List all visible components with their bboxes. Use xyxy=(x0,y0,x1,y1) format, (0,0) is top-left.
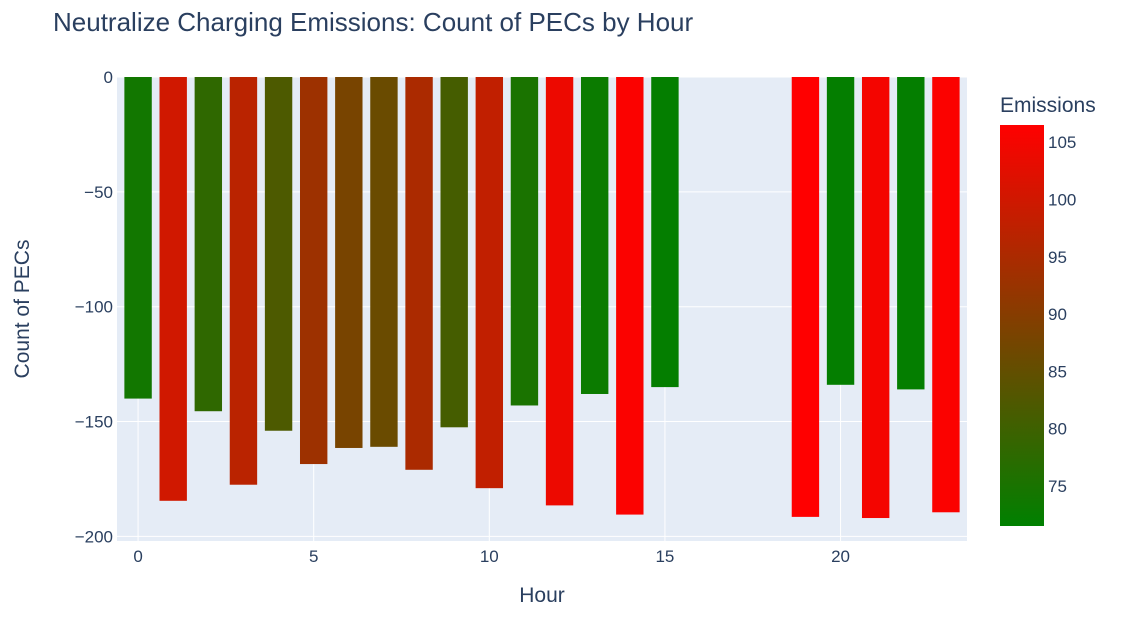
x-tick-label: 0 xyxy=(133,547,142,566)
y-axis-title: Count of PECs xyxy=(11,240,34,379)
bar-hour-9 xyxy=(440,77,468,428)
colorbar xyxy=(1000,125,1044,526)
colorbar-title: Emissions xyxy=(1000,94,1096,117)
chart-title: Neutralize Charging Emissions: Count of … xyxy=(53,7,694,37)
bar-hour-2 xyxy=(194,77,223,412)
x-tick-label: 10 xyxy=(480,547,499,566)
y-tick-label: −50 xyxy=(84,183,113,202)
bar-hour-14 xyxy=(616,77,644,515)
bar-hour-5 xyxy=(299,77,328,465)
bar-hour-22 xyxy=(897,77,925,390)
y-tick-label: −150 xyxy=(75,413,113,432)
bars xyxy=(124,77,960,519)
bar-hour-10 xyxy=(475,77,504,489)
colorbar-tick-label: 100 xyxy=(1048,190,1076,209)
colorbar-ticks: 75 80 85 90 95 100 105 xyxy=(1048,133,1076,496)
colorbar-tick-label: 80 xyxy=(1048,420,1067,439)
plot-area xyxy=(117,77,967,541)
bar-hour-12 xyxy=(545,77,574,506)
bar-hour-11 xyxy=(510,77,539,406)
bar-hour-13 xyxy=(580,77,609,394)
bar-hour-21 xyxy=(861,77,890,519)
y-axis-ticks: 0 −50 −100 −150 −200 xyxy=(75,68,113,546)
bar-hour-7 xyxy=(370,77,398,447)
colorbar-tick-label: 75 xyxy=(1048,477,1067,496)
colorbar-tick-label: 105 xyxy=(1048,133,1076,152)
bar-hour-1 xyxy=(159,77,187,501)
bar-hour-8 xyxy=(405,77,433,470)
y-tick-label: −100 xyxy=(75,298,113,317)
bar-hour-19 xyxy=(791,77,820,517)
x-tick-label: 15 xyxy=(655,547,674,566)
bar-hour-3 xyxy=(229,77,258,485)
bar-hour-20 xyxy=(826,77,855,385)
bar-hour-15 xyxy=(651,77,679,388)
colorbar-tick-label: 90 xyxy=(1048,305,1067,324)
bar-hour-23 xyxy=(932,77,960,513)
y-tick-label: 0 xyxy=(104,68,113,87)
y-tick-label: −200 xyxy=(75,527,113,546)
bar-hour-6 xyxy=(335,77,363,448)
x-tick-label: 20 xyxy=(831,547,850,566)
x-axis-title: Hour xyxy=(519,584,565,607)
bar-hour-0 xyxy=(124,77,152,399)
colorbar-tick-label: 85 xyxy=(1048,362,1067,381)
bar-hour-4 xyxy=(264,77,293,431)
x-tick-label: 5 xyxy=(309,547,318,566)
colorbar-tick-label: 95 xyxy=(1048,248,1067,267)
x-axis-ticks: 0 5 10 15 20 xyxy=(133,547,850,566)
